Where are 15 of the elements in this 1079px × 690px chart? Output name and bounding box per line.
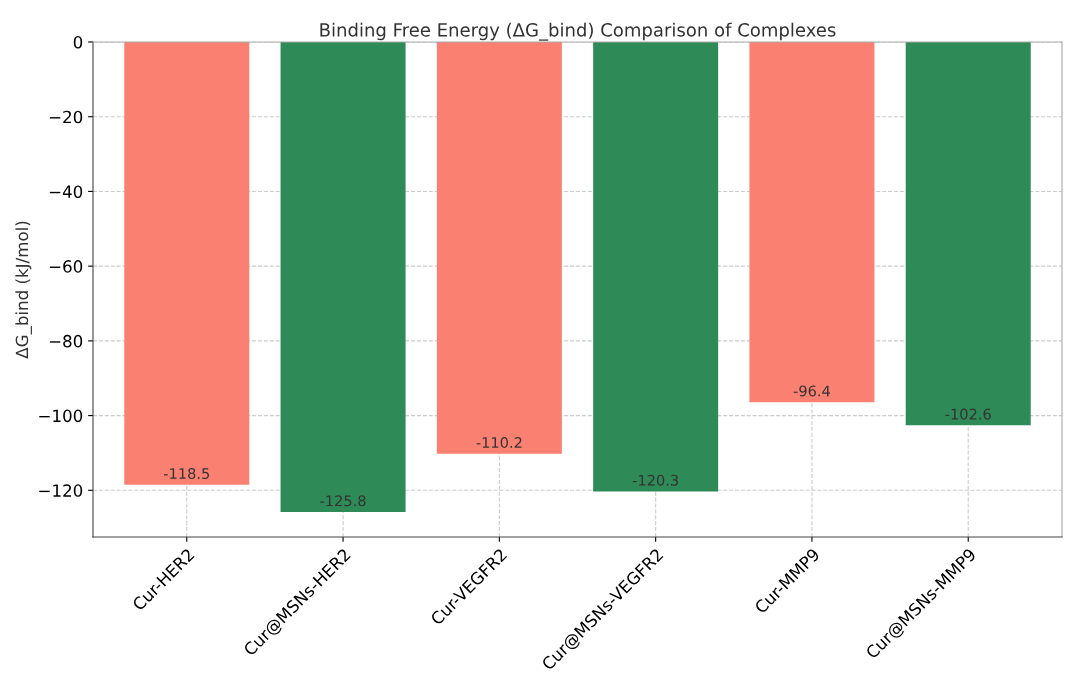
data-label: -110.2	[476, 436, 522, 449]
y-axis-title: ΔG_bind (kJ/mol)	[15, 221, 32, 359]
y-tick-label: −100	[39, 409, 83, 423]
data-label: -102.6	[945, 408, 991, 420]
y-tick-label: −120	[39, 484, 83, 497]
data-label: -96.4	[793, 385, 830, 397]
chart-title: Binding Free Energy (ΔG_bind) Comparison of Complexes	[320, 22, 836, 41]
y-tick-label: 0	[73, 35, 83, 49]
data-label: -118.5	[163, 468, 210, 480]
y-tick-label: −80	[49, 334, 83, 348]
y-tick-label: −60	[49, 260, 83, 273]
y-tick-label: −20	[49, 110, 83, 124]
data-label: -125.8	[320, 495, 366, 507]
y-tick-label: −40	[49, 185, 83, 198]
data-label: -120.3	[632, 474, 678, 486]
